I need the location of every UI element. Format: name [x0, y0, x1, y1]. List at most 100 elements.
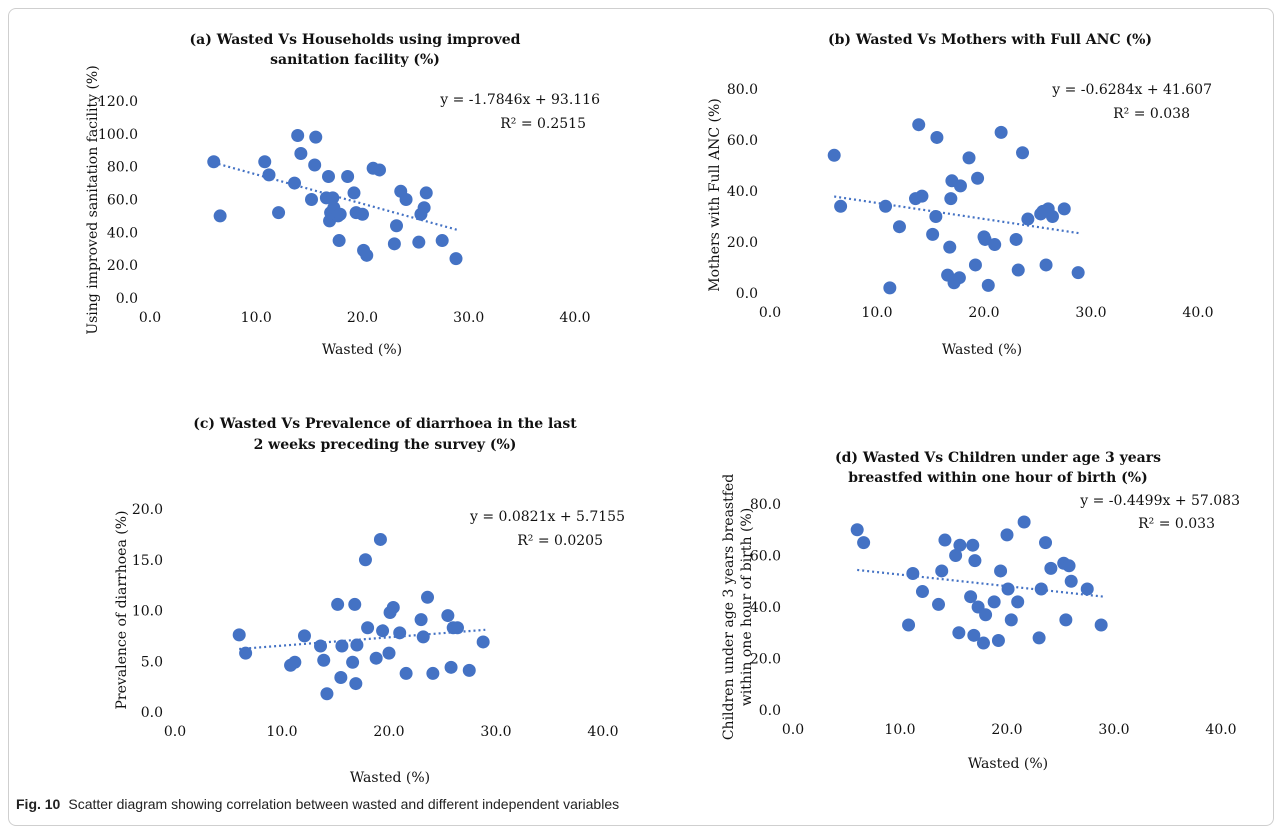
y-tick-label: 60.0 — [107, 193, 138, 209]
y-tick-label: 60.0 — [750, 549, 781, 565]
data-point — [1009, 232, 1023, 246]
y-tick-label: 100.0 — [98, 127, 138, 143]
data-point — [978, 232, 992, 246]
data-point — [979, 608, 993, 622]
data-point — [1017, 515, 1031, 529]
data-point — [412, 235, 426, 249]
x-tick-label: 10.0 — [266, 724, 297, 740]
data-point — [906, 567, 920, 581]
data-point — [358, 553, 372, 567]
data-point — [892, 220, 906, 234]
data-point — [952, 626, 966, 640]
y-tick-label: 80.0 — [107, 160, 138, 176]
data-point — [953, 179, 967, 193]
y-tick-label: 20.0 — [132, 502, 163, 518]
trendline — [239, 628, 486, 651]
data-point — [1011, 595, 1025, 609]
data-point — [288, 176, 301, 190]
data-point — [450, 621, 464, 635]
y-tick-label: 80.0 — [750, 497, 781, 513]
chart-panel-c: (c) Wasted Vs Prevalence of diarrhoea in… — [114, 416, 625, 786]
data-point — [213, 209, 227, 223]
data-point — [416, 630, 430, 644]
data-point — [929, 210, 943, 223]
y-tick-label: 20.0 — [727, 235, 758, 251]
x-tick-label: 0.0 — [759, 305, 781, 321]
x-axis-title: Wasted (%) — [942, 342, 1022, 358]
data-point — [334, 670, 348, 684]
data-point — [952, 271, 966, 285]
chart-title-line: 2 weeks preceding the survey (%) — [254, 437, 517, 453]
data-point — [291, 128, 305, 142]
data-point — [971, 171, 985, 185]
r-squared-label: R² = 0.038 — [1113, 106, 1190, 122]
data-point — [369, 651, 383, 665]
y-tick-label: 20.0 — [107, 258, 138, 274]
data-point — [930, 130, 944, 144]
data-point — [333, 207, 347, 221]
data-point — [850, 523, 864, 537]
data-point — [976, 636, 990, 650]
figure-caption: Fig. 10 Scatter diagram showing correlati… — [16, 796, 1256, 812]
data-point — [1034, 582, 1048, 596]
data-point — [373, 163, 386, 177]
x-axis-title: Wasted (%) — [322, 342, 402, 358]
data-point — [1094, 618, 1108, 632]
data-point — [414, 613, 428, 627]
data-point — [399, 666, 413, 680]
data-point — [1064, 574, 1078, 588]
data-point — [305, 193, 318, 206]
trendline-equation: y = -0.4499x + 57.083 — [1079, 493, 1240, 509]
x-tick-label: 0.0 — [139, 310, 161, 326]
data-point — [232, 628, 246, 642]
x-tick-label: 20.0 — [373, 724, 404, 740]
data-point — [347, 186, 361, 200]
data-point — [258, 155, 272, 169]
data-point — [449, 252, 463, 266]
r-squared-label: R² = 0.0205 — [517, 533, 603, 549]
y-tick-label: 0.0 — [736, 286, 758, 302]
data-point — [1000, 528, 1014, 542]
data-point — [435, 234, 449, 248]
data-point — [1032, 631, 1046, 645]
r-squared-label: R² = 0.033 — [1138, 516, 1215, 532]
data-point — [968, 258, 982, 272]
x-tick-label: 30.0 — [1075, 305, 1106, 321]
y-tick-label: 40.0 — [727, 184, 758, 200]
chart-title-line: (a) Wasted Vs Households using improved — [190, 32, 521, 48]
x-tick-label: 40.0 — [1182, 305, 1213, 321]
y-axis-title: Mothers with Full ANC (%) — [707, 98, 723, 291]
data-point — [1071, 266, 1085, 280]
data-point — [444, 660, 458, 674]
data-point — [964, 590, 978, 604]
data-point — [341, 170, 355, 184]
y-tick-label: 20.0 — [750, 652, 781, 668]
trendline — [834, 195, 1081, 235]
trendline-equation: y = -0.6284x + 41.607 — [1051, 82, 1212, 98]
chart-title-line: (d) Wasted Vs Children under age 3 years — [835, 450, 1161, 466]
data-point — [417, 201, 431, 215]
data-point — [462, 663, 476, 677]
data-point — [953, 538, 967, 552]
y-tick-label: 120.0 — [98, 94, 138, 110]
data-point — [912, 118, 926, 132]
data-point — [994, 564, 1008, 578]
data-point — [294, 147, 308, 161]
data-point — [309, 130, 323, 144]
y-tick-label: 0.0 — [116, 291, 138, 307]
data-point — [1080, 582, 1094, 596]
data-point — [350, 638, 364, 652]
data-point — [834, 199, 848, 213]
y-tick-label: 80.0 — [727, 82, 758, 98]
data-point — [207, 155, 221, 169]
data-point — [962, 151, 976, 165]
y-axis-title: Prevalence of diarrhoea (%) — [114, 511, 130, 710]
data-point — [356, 207, 369, 221]
data-point — [421, 590, 435, 604]
chart-title-line: breastfed within one hour of birth (%) — [848, 470, 1148, 486]
data-point — [1016, 146, 1030, 160]
data-point — [349, 677, 363, 691]
data-point — [857, 536, 871, 550]
chart-panel-b: (b) Wasted Vs Mothers with Full ANC (%) 0… — [707, 32, 1214, 358]
